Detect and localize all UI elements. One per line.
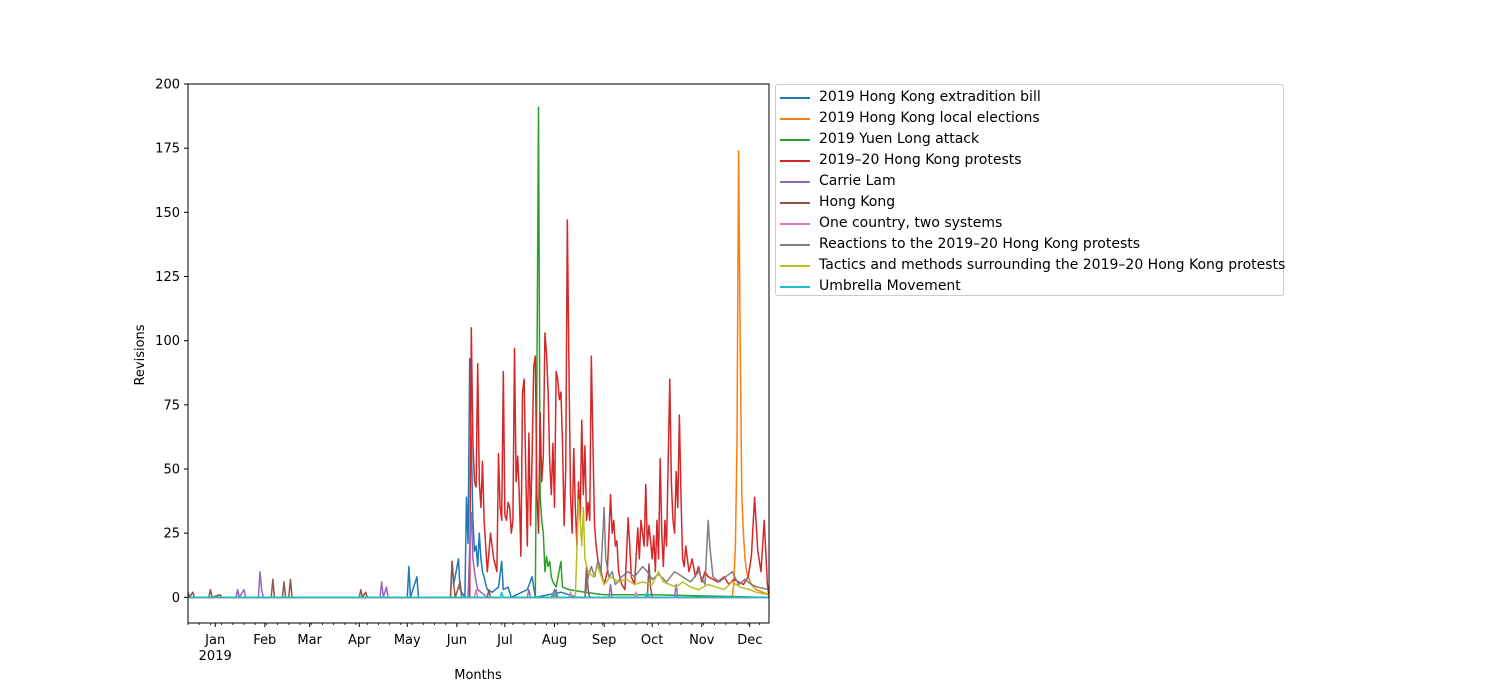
y-tick-label: 125 (155, 270, 180, 285)
legend-label: 2019 Hong Kong extradition bill (819, 89, 1041, 105)
series-line-2 (188, 149, 769, 599)
legend-label: Umbrella Movement (819, 278, 961, 294)
legend-label: Carrie Lam (819, 173, 896, 189)
legend-item: Carrie Lam (776, 171, 1283, 192)
x-tick-label: Oct (641, 633, 663, 648)
legend-swatch (780, 223, 810, 225)
x-tick-label: Jan (204, 633, 225, 648)
y-tick-label: 200 (155, 78, 180, 93)
legend-item: Hong Kong (776, 192, 1283, 213)
x-tick-label: Feb (253, 633, 276, 648)
series-line-4 (188, 219, 769, 599)
x-tick-label: Jul (496, 633, 513, 648)
y-tick-label: 0 (172, 591, 180, 606)
legend-label: Tactics and methods surrounding the 2019… (819, 257, 1286, 273)
legend-swatch (780, 160, 810, 162)
legend-item: 2019 Hong Kong extradition bill (776, 87, 1283, 108)
y-axis-label: Revisions (133, 324, 148, 385)
legend-item: One country, two systems (776, 213, 1283, 234)
series-line-3 (188, 106, 769, 599)
legend-swatch (780, 118, 810, 120)
legend-label: 2019 Yuen Long attack (819, 131, 980, 147)
x-tick-year-label: 2019 (199, 649, 232, 664)
legend-label: Reactions to the 2019–20 Hong Kong prote… (819, 236, 1141, 252)
legend-swatch (780, 139, 810, 141)
x-tick-label: May (394, 633, 421, 648)
y-tick-label: 100 (155, 334, 180, 349)
x-tick-label: Aug (542, 633, 567, 648)
series-line-8 (188, 506, 769, 599)
legend: 2019 Hong Kong extradition bill 2019 Hong… (775, 84, 1286, 297)
legend-item: Umbrella Movement (776, 276, 1283, 297)
x-tick-label: Jun (446, 633, 467, 648)
legend-swatch (780, 286, 810, 288)
series-line-10 (188, 591, 769, 599)
y-tick-label: 75 (163, 398, 180, 413)
legend-label: 2019 Hong Kong local elections (819, 110, 1040, 126)
legend-item: 2019 Hong Kong local elections (776, 108, 1283, 129)
y-axis: 0 25 50 75 100 125 150 175 200 (155, 78, 188, 606)
legend-swatch (780, 244, 810, 246)
x-tick-label: Apr (348, 633, 371, 648)
y-tick-label: 175 (155, 142, 180, 157)
x-tick-label: Mar (297, 633, 322, 648)
series-layer (188, 106, 769, 599)
y-tick-label: 150 (155, 206, 180, 221)
legend-label: One country, two systems (819, 215, 1003, 231)
y-tick-label: 25 (163, 527, 180, 542)
legend-swatch (780, 97, 810, 99)
x-tick-label: Sep (592, 633, 617, 648)
series-line-9 (188, 499, 769, 599)
y-tick-label: 50 (163, 463, 180, 478)
x-axis-label: Months (454, 668, 502, 683)
x-tick-label: Dec (737, 633, 762, 648)
legend-swatch (780, 202, 810, 204)
legend-item: Tactics and methods surrounding the 2019… (776, 255, 1286, 276)
legend-item: 2019 Yuen Long attack (776, 129, 1283, 150)
x-tick-label: Nov (689, 633, 715, 648)
legend-item: 2019–20 Hong Kong protests (776, 150, 1283, 171)
legend-swatch (780, 265, 810, 267)
legend-swatch (780, 181, 810, 183)
series-line-6 (188, 560, 769, 599)
legend-item: Reactions to the 2019–20 Hong Kong prote… (776, 234, 1283, 255)
legend-label: 2019–20 Hong Kong protests (819, 152, 1022, 168)
plot-area-frame (187, 83, 770, 624)
legend-label: Hong Kong (819, 194, 896, 210)
series-line-7 (188, 588, 769, 599)
